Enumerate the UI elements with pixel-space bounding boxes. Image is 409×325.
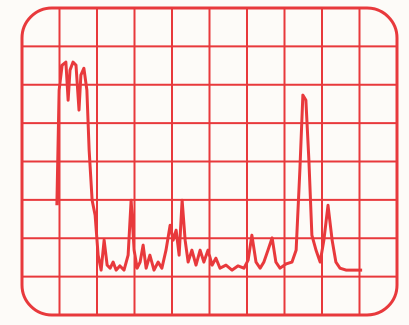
signal-trace (55, 60, 363, 272)
screen-border (20, 6, 399, 317)
